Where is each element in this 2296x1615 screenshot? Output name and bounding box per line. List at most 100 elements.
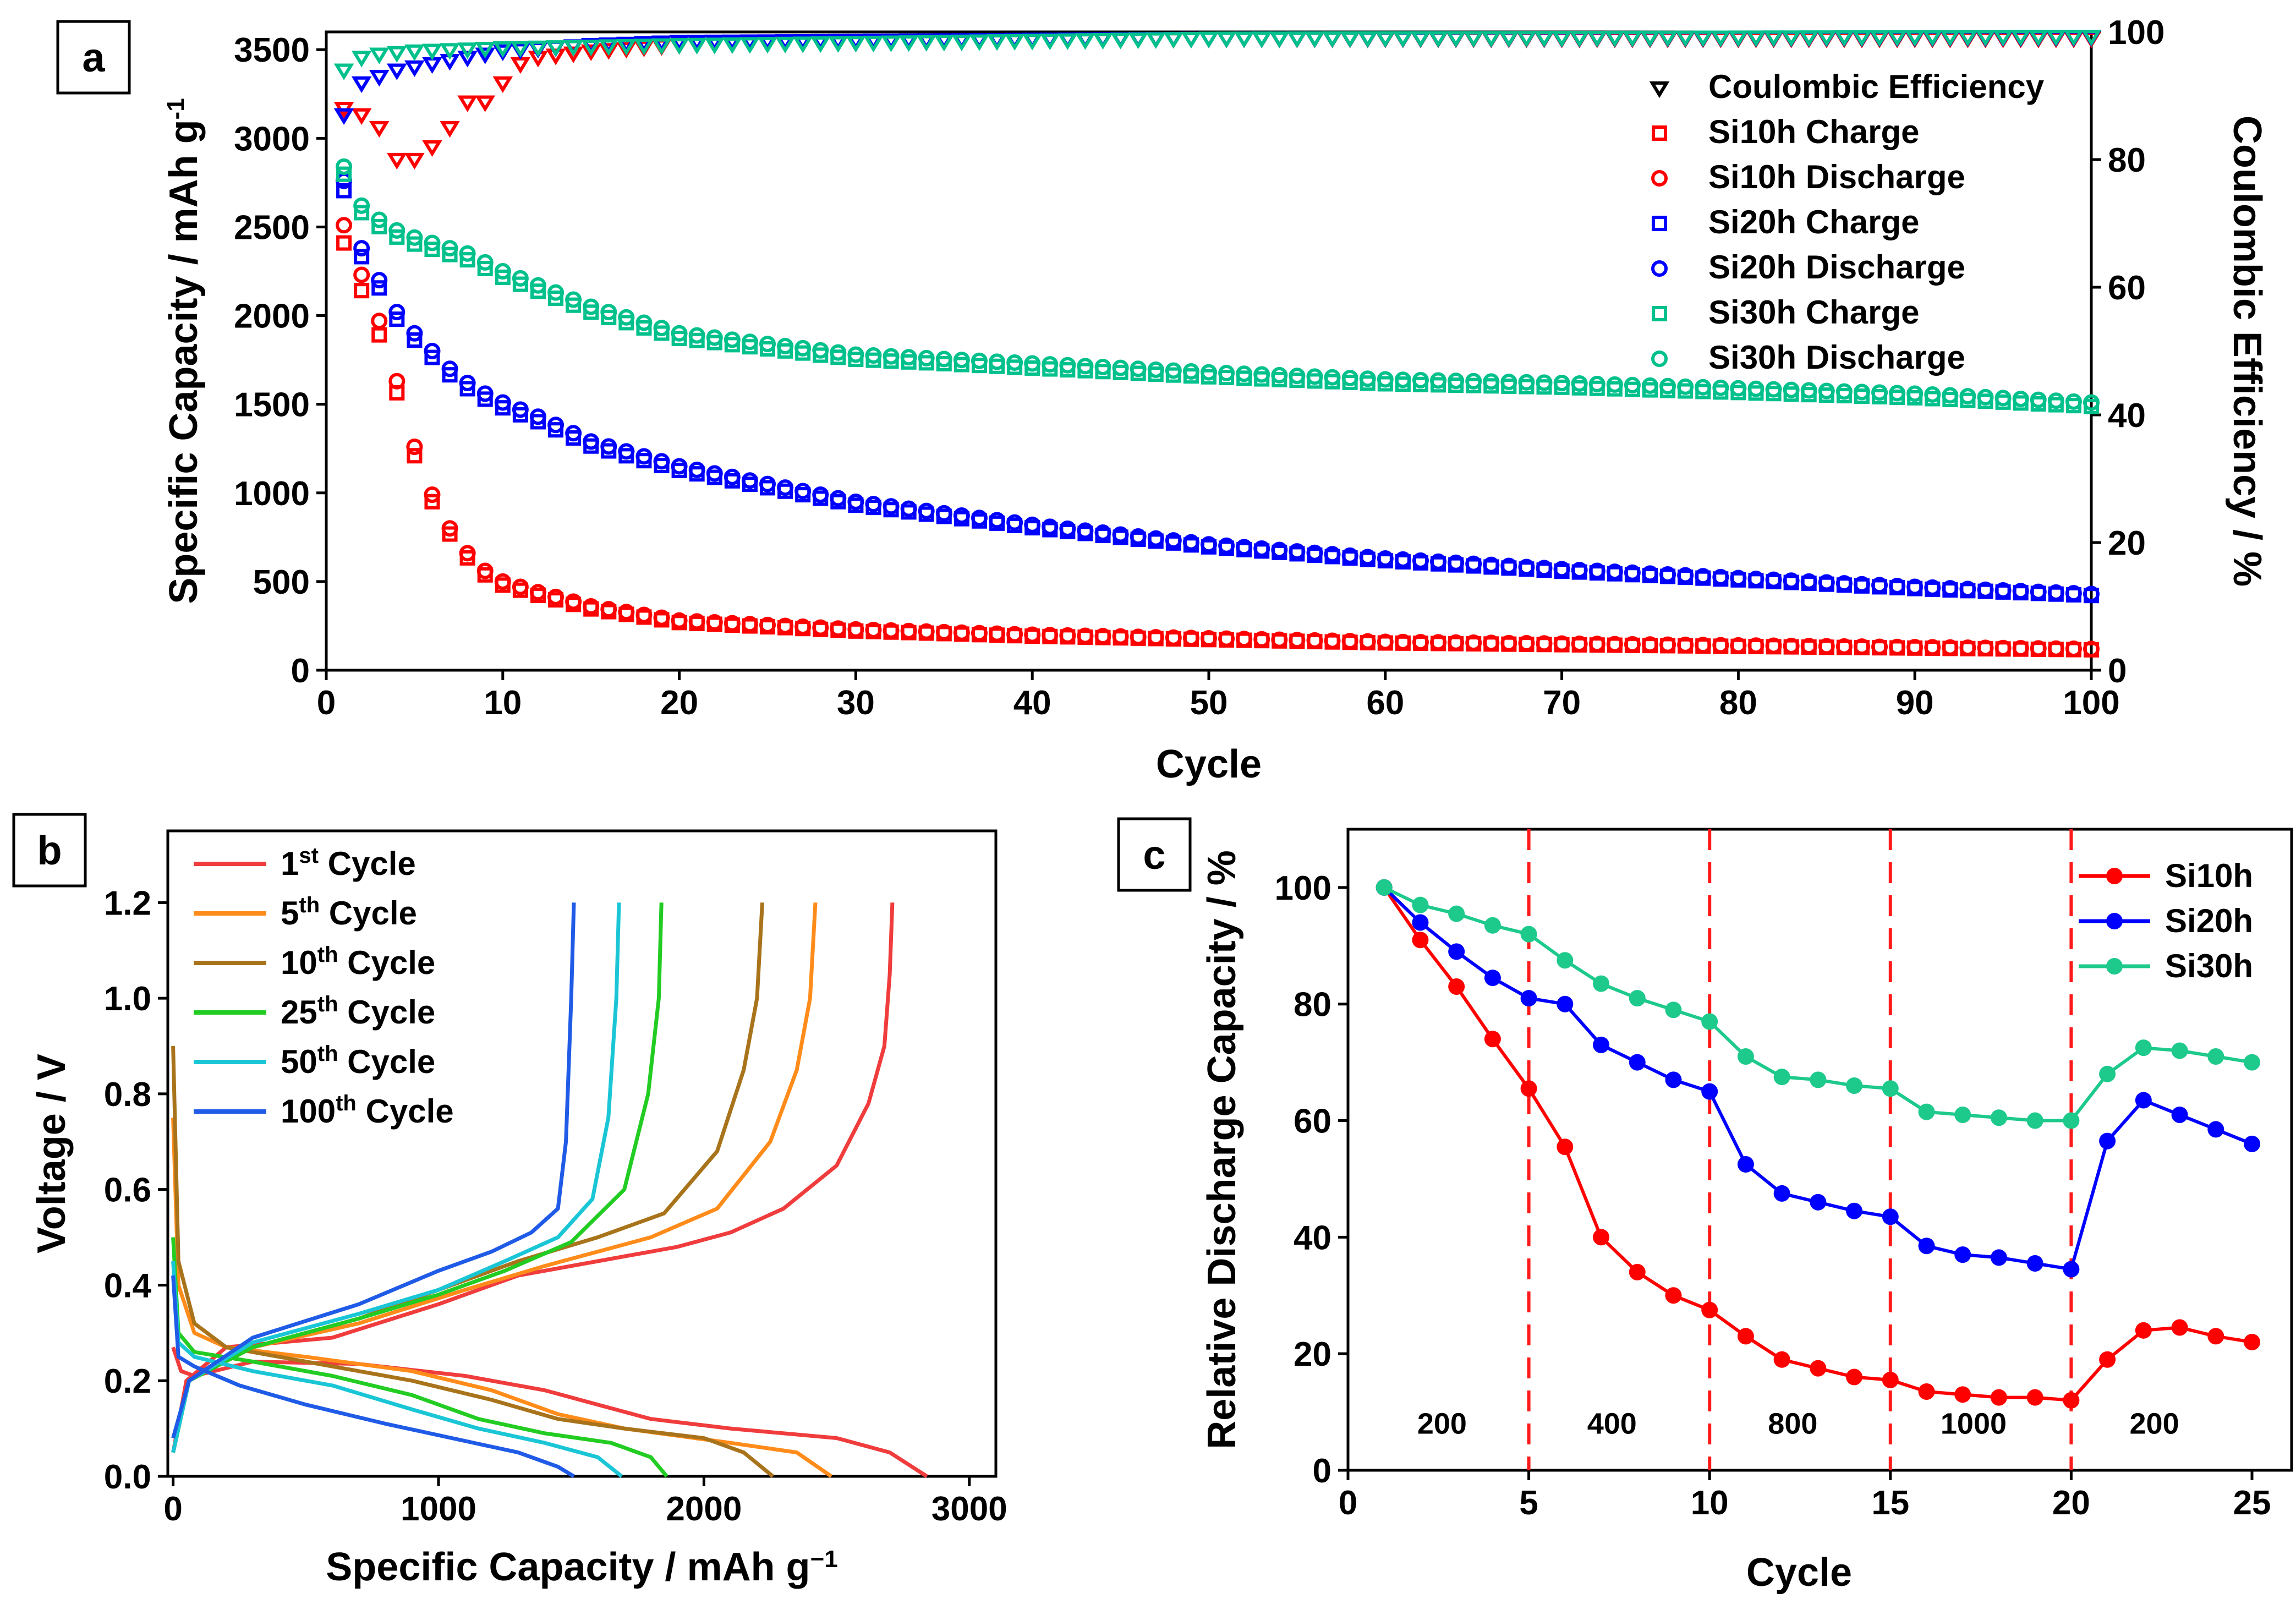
Si30h-charge-point: [1130, 365, 1146, 381]
Si30h-charge-point: [1201, 369, 1217, 385]
Si20h-charge-point: [918, 506, 934, 522]
Si30h-charge-point: [706, 335, 722, 351]
Si30h-charge-point: [1607, 381, 1623, 397]
panel-a-ytick-label: 500: [253, 563, 310, 601]
Si10h-charge-point: [1412, 636, 1428, 652]
Si10h-charge-point: [1007, 628, 1023, 644]
Si30h-ce-point: [1940, 30, 1960, 47]
Si30h-ce-point: [475, 42, 496, 59]
Si30h-charge-point: [371, 218, 387, 234]
Si20h-point: [1810, 1194, 1827, 1211]
Si30h-charge-point: [2013, 395, 2029, 411]
Si30h-ce-point: [369, 47, 390, 64]
Si20h-ce-point: [669, 35, 689, 52]
panel-c-xlabel: Cycle: [1746, 1551, 1852, 1595]
Si20h-charge-point: [336, 183, 352, 199]
Si20h-charge-point: [583, 438, 599, 454]
Si20h-point: [2099, 1132, 2116, 1149]
Si20h-charge-point: [742, 477, 758, 492]
Si30h-ce-point: [1516, 31, 1537, 48]
Si20h-point: [1593, 1036, 1610, 1053]
Si30h-ce-point: [1022, 34, 1043, 51]
panel-c-legend-marker: [2106, 868, 2123, 884]
Si10h-charge-point: [1801, 639, 1817, 655]
Si10h-charge-point: [2048, 642, 2064, 658]
Si20h-charge-point: [2065, 587, 2081, 603]
Si10h-charge-point: [1289, 633, 1305, 649]
Si10h-discharge-point: [406, 439, 423, 455]
legend-ordinal: th: [317, 992, 338, 1016]
rate-label: 400: [1587, 1407, 1637, 1440]
Si20h-charge-point: [1660, 568, 1676, 584]
panel-a-legend-label: Si10h Charge: [1708, 113, 1919, 150]
Si20h-point: [1918, 1238, 1935, 1255]
Si20h-ce-point: [457, 51, 478, 68]
Si30h-ce-point: [2081, 30, 2102, 47]
100th Cycle-discharge-curve: [171, 1275, 575, 1478]
Si20h-charge-point: [830, 494, 846, 510]
Si20h-charge-point: [1889, 580, 1905, 596]
Si30h-ce-point: [1146, 32, 1166, 49]
Si10h-charge-point: [1995, 641, 2011, 657]
Si10h-point: [2244, 1334, 2260, 1350]
Si10h-charge-point: [1730, 638, 1746, 654]
Si20h-discharge-point: [353, 240, 370, 257]
Si30h-point: [1954, 1106, 1971, 1123]
Si20h-charge-point: [1925, 581, 1941, 597]
Si30h-ce-point: [351, 51, 372, 68]
Si30h-ce-point: [492, 41, 513, 58]
Si10h-charge-point: [706, 616, 722, 632]
Si30h-charge-point: [2084, 398, 2099, 414]
Si30h-ce-point: [1428, 31, 1449, 48]
Si30h-charge-point: [1624, 381, 1640, 397]
Si20h-point: [1737, 1156, 1754, 1173]
panel-c-label-box: [1117, 817, 1192, 892]
Si30h-ce-point: [1958, 30, 1978, 47]
panel-c-ytick-label: 0: [1313, 1452, 1331, 1490]
panel-b-xlabel: Specific Capacity / mAh g−1: [326, 1545, 837, 1589]
Si10h-charge-point: [1554, 637, 1570, 653]
Si30h-charge-point: [1148, 366, 1164, 382]
Si30h-ce-point: [810, 36, 831, 53]
Si30h-charge-point: [1730, 385, 1746, 401]
panel-a-ytick-label: 2000: [234, 298, 310, 336]
Si30h-ce-point: [1393, 31, 1413, 48]
Si30h-charge-point: [1289, 373, 1305, 388]
Si30h-charge-point: [2030, 396, 2046, 412]
Si30h-charge-point: [530, 283, 546, 299]
Si20h-charge-point: [1589, 565, 1605, 581]
Si30h-charge-point: [1060, 362, 1076, 378]
panel-a-legend-label: Si10h Discharge: [1708, 158, 1965, 195]
Si10h-charge-point: [848, 623, 864, 639]
panel-b-curves: [171, 902, 928, 1478]
Si20h-charge-point: [883, 502, 899, 518]
Si30h-ce-point: [404, 44, 425, 61]
Si30h-ce-point: [828, 36, 848, 53]
Si10h-charge-point: [1660, 638, 1676, 654]
panel-b-xtick-label: 3000: [931, 1490, 1007, 1528]
Si10h-ce-point: [563, 46, 584, 63]
Si30h-ce-point: [2028, 30, 2049, 47]
Si10h-charge-point: [459, 550, 475, 566]
Si30h-charge-point: [1925, 391, 1941, 407]
Si30h-charge-point: [566, 297, 582, 313]
panel-b-ytick-label: 1.0: [104, 980, 151, 1018]
Si30h-charge-point: [601, 309, 617, 325]
Si30h-ce-point: [1445, 31, 1466, 48]
Si30h-ce-point: [1216, 31, 1237, 48]
Si30h-charge-point: [618, 315, 634, 331]
panel-c-xtick-label: 25: [2233, 1484, 2271, 1522]
panel-a-y2tick-label: 80: [2108, 141, 2146, 179]
Si10h-charge-point: [336, 235, 352, 251]
Si30h-charge-point: [1113, 364, 1128, 380]
Si20h-charge-point: [1289, 546, 1305, 562]
Si30h-ce-point: [1128, 32, 1149, 50]
Si30h-ce-point: [422, 43, 442, 61]
legend-cycle-number: 5: [281, 895, 299, 932]
Si10h-point: [1665, 1287, 1682, 1304]
Si30h-charge-point: [1977, 393, 1993, 409]
Si10h-point: [2135, 1322, 2152, 1339]
Si20h-charge-point: [1818, 576, 1834, 592]
